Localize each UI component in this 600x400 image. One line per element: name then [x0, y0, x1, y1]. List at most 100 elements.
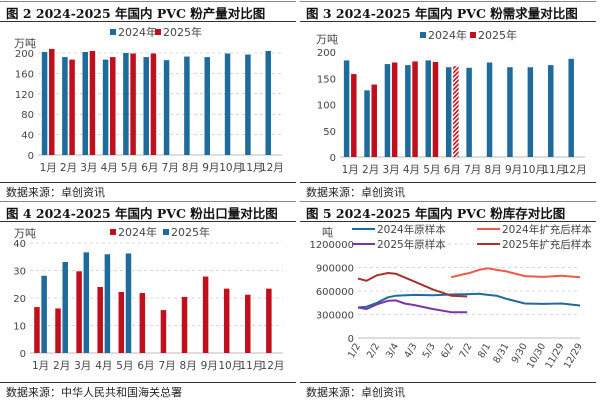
x-tick-label: 12月	[261, 360, 285, 372]
y-tick-label: 20	[13, 294, 26, 305]
chart-title: 图 2 2024-2025 年国内 PVC 粉产量对比图	[6, 6, 266, 21]
bar-2025年-4月	[104, 254, 111, 353]
y-tick-label: 200	[15, 49, 34, 60]
x-tick-label: 1月	[32, 360, 49, 372]
bar-2024年-2月	[62, 57, 68, 155]
bar-2024年-10月	[223, 288, 230, 353]
line-2024年原样本	[357, 292, 581, 309]
bar-2024年-4月	[97, 287, 103, 353]
bar-2024年-1月	[34, 307, 40, 353]
legend-label: 2025年	[163, 25, 202, 39]
chart-title: 图 4 2024-2025 年国内 PVC 粉出口量对比图	[6, 206, 278, 221]
legend-swatch	[470, 32, 476, 38]
bar-2025年-5月	[125, 253, 132, 353]
legend-label: 2024年	[428, 28, 467, 42]
bar-2024年-5月	[123, 53, 129, 155]
bar-2024年-4月	[102, 59, 109, 155]
bar-2025年-3月	[89, 50, 96, 155]
bar-2024年-12月	[266, 288, 272, 353]
y-tick-label: 0	[348, 334, 354, 345]
bar-2024年-3月	[76, 271, 82, 353]
legend-label: 2025年	[478, 28, 517, 42]
legend-swatch	[155, 29, 161, 35]
source-note: 数据来源：中华人民共和国海关总署	[6, 386, 182, 399]
x-tick-label: 6月	[444, 164, 461, 176]
bar-2024年-5月	[118, 291, 125, 353]
legend-swatch	[110, 229, 116, 235]
x-tick-label: 12月	[563, 164, 587, 176]
x-tick-label: 4月	[95, 360, 112, 372]
x-tick-label: 3/4	[384, 341, 401, 360]
bar-2025年-6月	[453, 66, 459, 157]
y-tick-label: 900000	[316, 264, 354, 275]
bar-2025年-6月	[150, 53, 157, 156]
x-tick-label: 7月	[158, 360, 175, 372]
legend-label: 2024年扩充后样本	[502, 223, 592, 236]
bar-2024年-11月	[245, 294, 251, 353]
legend-swatch	[110, 29, 116, 35]
source-note: 数据来源：卓创资讯	[306, 186, 405, 199]
y-axis-unit: 万吨	[14, 227, 36, 240]
y-tick-label: 160	[15, 69, 34, 80]
line-2025年原样本	[357, 299, 468, 314]
y-tick-label: 40	[13, 239, 26, 250]
legend-label: 2025年	[171, 225, 210, 239]
x-tick-label: 12/29	[562, 341, 585, 370]
bar-2024年-7月	[466, 67, 472, 157]
panel-production: 图 2 2024-2025 年国内 PVC 粉产量对比图 0 40 80 120 160…	[0, 0, 300, 200]
y-axis-unit: 吨	[322, 226, 333, 239]
bar-2025年-4月	[412, 61, 418, 158]
bar-2024年-12月	[568, 58, 574, 158]
y-tick-label: 0	[28, 151, 34, 162]
bar-2024年-10月	[527, 67, 534, 157]
bar-2024年-8月	[184, 56, 190, 155]
panel-inventory: 图 5 2024-2025 年国内 PVC 粉库存对比图 0 300000 6000…	[300, 200, 600, 400]
bar-2024年-9月	[507, 67, 513, 157]
x-tick-label: 11月	[542, 164, 566, 176]
bar-2024年-6月	[143, 57, 149, 155]
x-tick-label: 2月	[362, 164, 379, 176]
bar-2025年-2月	[69, 59, 75, 155]
legend-label: 2024年	[118, 25, 157, 39]
bar-2024年-1月	[41, 51, 48, 156]
y-tick-label: 120	[15, 90, 34, 101]
bar-2024年-4月	[405, 65, 411, 157]
x-tick-label: 11月	[240, 162, 264, 174]
legend-label: 2024年原样本	[377, 223, 446, 236]
x-tick-label: 6月	[141, 162, 158, 174]
bar-2024年-3月	[384, 64, 391, 157]
source-note: 数据来源：卓创资讯	[6, 186, 105, 199]
x-tick-label: 12月	[260, 162, 284, 174]
bar-2024年-2月	[364, 90, 370, 157]
bar-2024年-2月	[55, 308, 61, 353]
x-tick-label: 9月	[505, 164, 522, 176]
line-2025年扩充后样本	[357, 272, 468, 298]
y-axis-unit: 万吨	[14, 37, 36, 50]
x-tick-label: 7/2	[458, 341, 475, 360]
x-tick-label: 1月	[40, 162, 57, 174]
x-tick-label: 5月	[121, 162, 138, 174]
x-tick-label: 5月	[116, 360, 133, 372]
x-tick-label: 8月	[180, 360, 197, 372]
legend-label: 2024年	[118, 225, 157, 239]
y-tick-label: 10	[13, 322, 26, 333]
x-tick-label: 6/2	[439, 341, 456, 360]
x-tick-label: 9月	[201, 360, 218, 372]
bar-2024年-10月	[224, 53, 231, 156]
x-tick-label: 10月	[218, 360, 242, 372]
bar-2025年-3月	[391, 62, 398, 157]
y-tick-label: 0	[20, 349, 26, 360]
y-tick-label: 30	[13, 267, 26, 278]
x-tick-label: 3月	[80, 162, 97, 174]
legend-swatch	[163, 229, 169, 235]
bar-2025年-2月	[62, 261, 68, 353]
bar-2025年-3月	[83, 252, 90, 353]
bar-2024年-12月	[265, 50, 271, 155]
x-tick-label: 3月	[74, 360, 91, 372]
legend-label: 2025年原样本	[377, 238, 446, 251]
chart-title: 图 3 2024-2025 年国内 PVC 粉需求量对比图	[306, 6, 578, 21]
bar-2025年-5月	[130, 53, 136, 156]
bar-2025年-1月	[49, 48, 55, 155]
